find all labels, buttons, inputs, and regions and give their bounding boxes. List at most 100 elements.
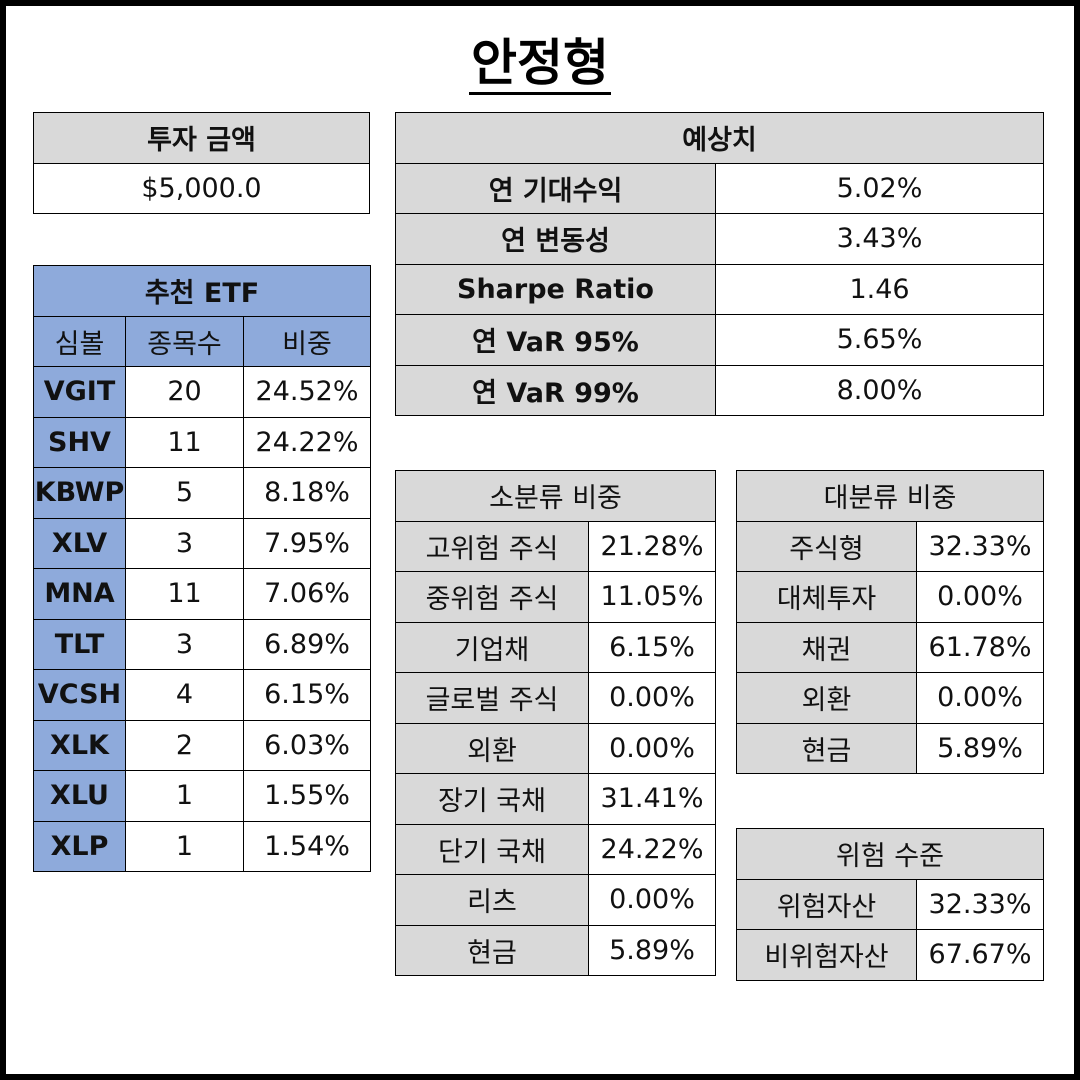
forecast-value: 3.43% — [715, 213, 1044, 265]
etf-weight: 8.18% — [242, 467, 372, 519]
table-row: VCSH 4 6.15% — [33, 669, 372, 721]
etf-weight: 24.52% — [242, 366, 372, 418]
sub-class-label: 중위험 주식 — [395, 571, 589, 623]
etf-symbol: XLP — [33, 820, 126, 872]
major-class-value: 0.00% — [915, 672, 1045, 724]
sub-class-label: 기업채 — [395, 621, 589, 673]
table-row: 위험자산 32.33% — [736, 878, 1045, 930]
table-row: 단기 국채 24.22% — [395, 823, 717, 875]
risk-label: 위험자산 — [736, 878, 917, 930]
etf-count: 4 — [125, 669, 244, 721]
sub-class-label: 외환 — [395, 722, 589, 774]
sub-class-label: 고위험 주식 — [395, 520, 589, 572]
etf-symbol: XLU — [33, 770, 126, 822]
sub-class-table: 소분류 비중 고위험 주식 21.28% 중위험 주식 11.05% 기업채 6.15… — [394, 470, 717, 976]
table-row: 외환 0.00% — [395, 722, 717, 774]
table-row: 현금 5.89% — [395, 924, 717, 976]
table-row: XLV 3 7.95% — [33, 517, 372, 569]
sub-class-label: 단기 국채 — [395, 823, 589, 875]
etf-table: 추천 ETF 심볼 종목수 비중 VGIT 20 24.52% SHV 11 24.22… — [32, 265, 372, 872]
table-row: MNA 11 7.06% — [33, 568, 372, 620]
etf-symbol: XLV — [33, 517, 126, 569]
investment-value: $5,000.0 — [33, 162, 370, 214]
sub-class-label: 글로벌 주식 — [395, 672, 589, 724]
major-class-label: 대체투자 — [736, 571, 917, 623]
etf-count: 5 — [125, 467, 244, 519]
risk-value: 67.67% — [915, 929, 1045, 981]
sub-class-label: 장기 국채 — [395, 773, 589, 825]
major-class-value: 5.89% — [915, 722, 1045, 774]
etf-symbol: SHV — [33, 416, 126, 468]
table-row: XLK 2 6.03% — [33, 719, 372, 771]
etf-count: 3 — [125, 517, 244, 569]
etf-weight: 24.22% — [242, 416, 372, 468]
etf-symbol: XLK — [33, 719, 126, 771]
table-row: VGIT 20 24.52% — [33, 366, 372, 418]
forecast-value: 5.02% — [715, 162, 1044, 214]
table-row: 비위험자산 67.67% — [736, 929, 1045, 981]
forecast-value: 8.00% — [715, 364, 1044, 416]
etf-col-count: 종목수 — [125, 315, 244, 367]
forecast-value: 5.65% — [715, 314, 1044, 366]
sub-class-value: 5.89% — [587, 924, 717, 976]
table-row: 글로벌 주식 0.00% — [395, 672, 717, 724]
etf-weight: 6.03% — [242, 719, 372, 771]
table-row: KBWP 5 8.18% — [33, 467, 372, 519]
table-row: 현금 5.89% — [736, 722, 1045, 774]
forecast-value: 1.46 — [715, 263, 1044, 315]
major-class-label: 외환 — [736, 672, 917, 724]
table-row: 장기 국채 31.41% — [395, 773, 717, 825]
sub-class-value: 31.41% — [587, 773, 717, 825]
sub-class-value: 0.00% — [587, 874, 717, 926]
etf-col-symbol: 심볼 — [33, 315, 126, 367]
sub-class-value: 24.22% — [587, 823, 717, 875]
table-row: XLU 1 1.55% — [33, 770, 372, 822]
etf-count: 1 — [125, 820, 244, 872]
table-row: 주식형 32.33% — [736, 520, 1045, 572]
etf-count: 11 — [125, 416, 244, 468]
etf-count: 20 — [125, 366, 244, 418]
forecast-label: 연 VaR 95% — [395, 314, 716, 366]
forecast-header: 예상치 — [395, 112, 1044, 164]
etf-weight: 7.06% — [242, 568, 372, 620]
etf-count: 2 — [125, 719, 244, 771]
risk-table: 위험 수준 위험자산 32.33% 비위험자산 67.67% — [735, 828, 1045, 981]
etf-symbol: VGIT — [33, 366, 126, 418]
etf-symbol: TLT — [33, 618, 126, 670]
etf-weight: 1.54% — [242, 820, 372, 872]
table-row: 기업채 6.15% — [395, 621, 717, 673]
etf-header: 추천 ETF — [32, 265, 372, 317]
investment-header: 투자 금액 — [33, 112, 370, 164]
table-row: 중위험 주식 11.05% — [395, 571, 717, 623]
forecast-label: 연 VaR 99% — [395, 364, 716, 416]
sub-class-header: 소분류 비중 — [394, 470, 717, 522]
etf-weight: 7.95% — [242, 517, 372, 569]
sub-class-value: 0.00% — [587, 672, 717, 724]
table-row: 고위험 주식 21.28% — [395, 520, 717, 572]
etf-symbol: VCSH — [33, 669, 126, 721]
forecast-label: 연 변동성 — [395, 213, 716, 265]
major-class-label: 주식형 — [736, 520, 917, 572]
etf-count: 11 — [125, 568, 244, 620]
table-row: 리츠 0.00% — [395, 874, 717, 926]
table-row: 외환 0.00% — [736, 672, 1045, 724]
table-row: 대체투자 0.00% — [736, 571, 1045, 623]
etf-col-weight: 비중 — [242, 315, 372, 367]
major-class-label: 채권 — [736, 621, 917, 673]
etf-count: 3 — [125, 618, 244, 670]
etf-count: 1 — [125, 770, 244, 822]
risk-header: 위험 수준 — [735, 828, 1045, 880]
major-class-label: 현금 — [736, 722, 917, 774]
table-row: TLT 3 6.89% — [33, 618, 372, 670]
forecast-label: Sharpe Ratio — [395, 263, 716, 315]
sub-class-value: 6.15% — [587, 621, 717, 673]
sub-class-label: 현금 — [395, 924, 589, 976]
forecast-table: 예상치 연 기대수익 5.02% 연 변동성 3.43% Sharpe Ratio 1… — [395, 112, 1044, 416]
risk-label: 비위험자산 — [736, 929, 917, 981]
page-title: 안정형 — [0, 34, 1080, 95]
etf-weight: 6.89% — [242, 618, 372, 670]
major-class-table: 대분류 비중 주식형 32.33% 대체투자 0.00% 채권 61.78% 외환 0.… — [735, 470, 1045, 774]
etf-weight: 1.55% — [242, 770, 372, 822]
major-class-value: 61.78% — [915, 621, 1045, 673]
major-class-value: 32.33% — [915, 520, 1045, 572]
